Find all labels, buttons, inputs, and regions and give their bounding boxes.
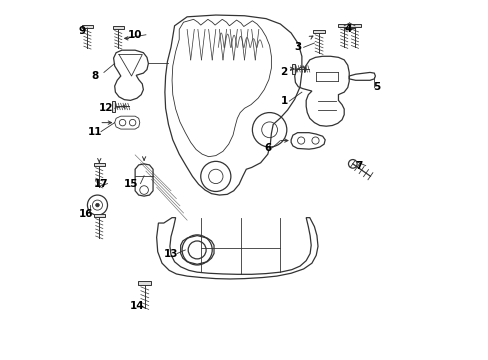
Polygon shape xyxy=(338,24,349,27)
Text: 10: 10 xyxy=(128,30,142,40)
Text: 6: 6 xyxy=(264,143,271,153)
Text: 4: 4 xyxy=(344,24,351,35)
Text: 14: 14 xyxy=(129,301,144,311)
Polygon shape xyxy=(348,24,360,27)
Text: 8: 8 xyxy=(91,71,98,81)
Text: 16: 16 xyxy=(79,209,93,219)
Circle shape xyxy=(96,203,99,207)
Text: 9: 9 xyxy=(79,26,86,36)
Polygon shape xyxy=(312,30,325,33)
Text: 17: 17 xyxy=(94,179,108,189)
Text: 2: 2 xyxy=(280,67,287,77)
Text: 11: 11 xyxy=(87,127,102,136)
Polygon shape xyxy=(112,26,124,29)
Text: 7: 7 xyxy=(355,161,362,171)
Polygon shape xyxy=(93,163,105,166)
Polygon shape xyxy=(291,64,294,74)
Polygon shape xyxy=(112,101,115,112)
Text: 12: 12 xyxy=(99,103,113,113)
Polygon shape xyxy=(93,214,105,217)
Text: 1: 1 xyxy=(280,96,287,106)
Text: 15: 15 xyxy=(124,179,139,189)
Polygon shape xyxy=(81,25,93,28)
Text: 3: 3 xyxy=(293,42,301,52)
Polygon shape xyxy=(138,282,151,285)
Text: 13: 13 xyxy=(163,248,178,258)
Text: 5: 5 xyxy=(373,82,380,92)
